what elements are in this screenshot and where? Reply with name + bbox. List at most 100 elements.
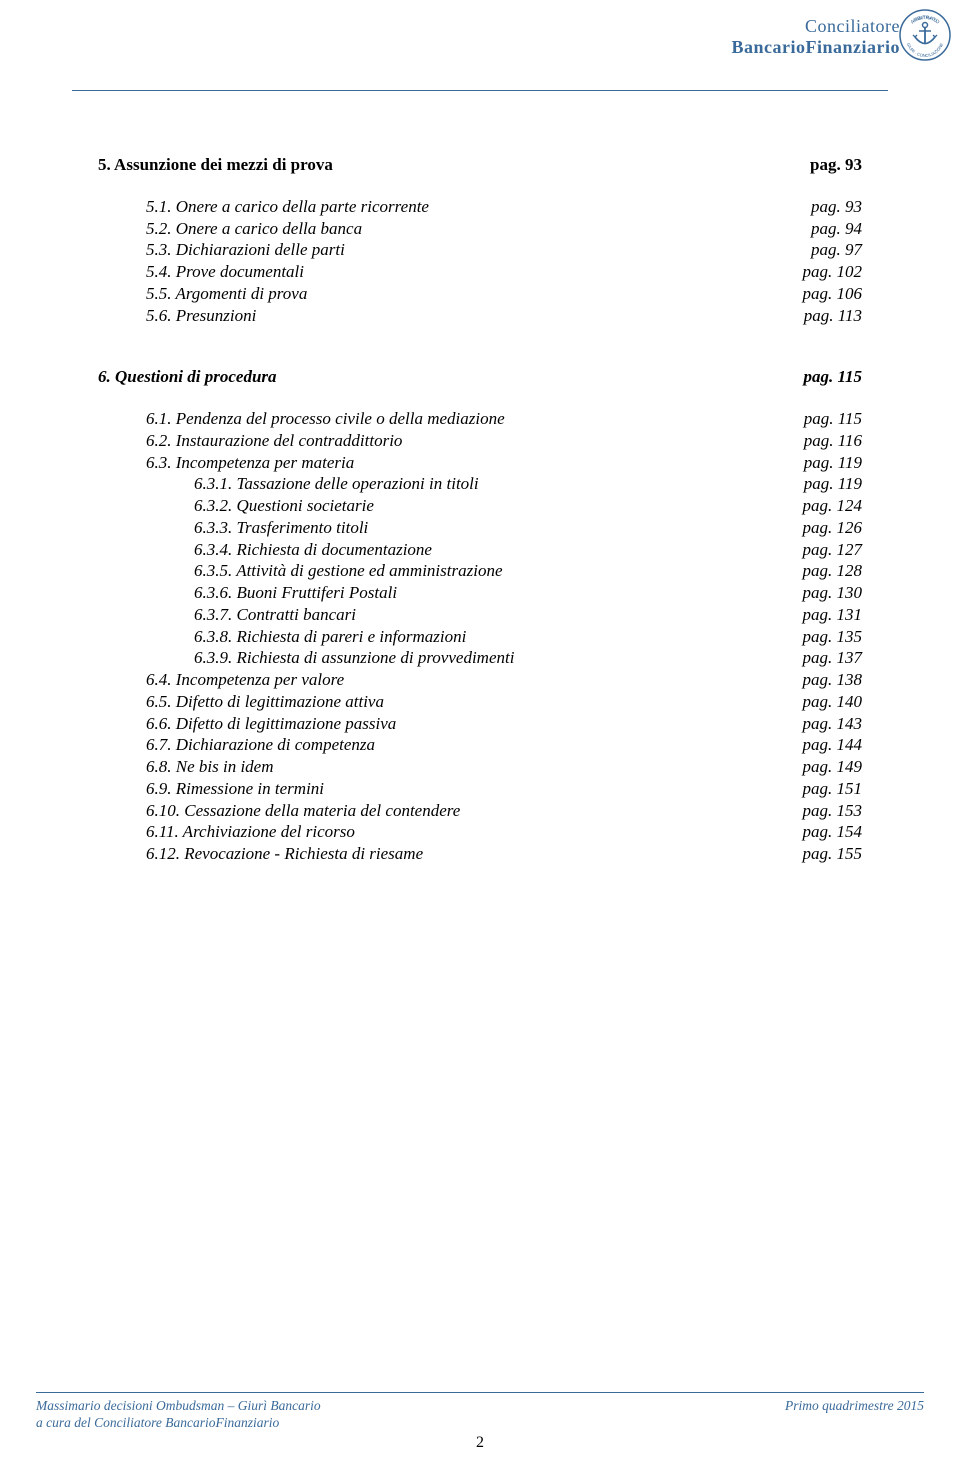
toc-subitem: 6.3.8. Richiesta di pareri e informazion… xyxy=(98,626,862,648)
toc-label: 6.3.7. Contratti bancari xyxy=(194,604,356,626)
toc-page: pag. 137 xyxy=(803,647,863,669)
toc-label: 5.6. Presunzioni xyxy=(146,305,256,327)
toc-item: 5.2. Onere a carico della banca pag. 94 xyxy=(98,218,862,240)
toc-item: 6.5. Difetto di legittimazione attiva pa… xyxy=(98,691,862,713)
toc-item: 6.12. Revocazione - Richiesta di riesame… xyxy=(98,843,862,865)
toc-label: 6. Questioni di procedura xyxy=(98,366,277,388)
page-footer: Massimario decisioni Ombudsman – Giurì B… xyxy=(36,1392,924,1452)
toc-page: pag. 119 xyxy=(804,452,862,474)
footer-right: Primo quadrimestre 2015 xyxy=(785,1397,924,1432)
toc-label: 5.5. Argomenti di prova xyxy=(146,283,307,305)
toc-label: 6.3.4. Richiesta di documentazione xyxy=(194,539,432,561)
toc-page: pag. 116 xyxy=(804,430,862,452)
toc-label: 6.6. Difetto di legittimazione passiva xyxy=(146,713,396,735)
footer-left: Massimario decisioni Ombudsman – Giurì B… xyxy=(36,1397,321,1432)
toc-page: pag. 143 xyxy=(803,713,863,735)
toc-subitem: 6.3.2. Questioni societarie pag. 124 xyxy=(98,495,862,517)
toc-label: 5.1. Onere a carico della parte ricorren… xyxy=(146,196,429,218)
toc-label: 5. Assunzione dei mezzi di prova xyxy=(98,154,333,176)
toc-page: pag. 155 xyxy=(803,843,863,865)
toc-page: pag. 102 xyxy=(803,261,863,283)
toc-label: 6.4. Incompetenza per valore xyxy=(146,669,344,691)
toc-label: 6.2. Instaurazione del contraddittorio xyxy=(146,430,402,452)
toc-page: pag. 115 xyxy=(803,366,862,388)
toc-page: pag. 153 xyxy=(803,800,863,822)
toc-item: 6.9. Rimessione in termini pag. 151 xyxy=(98,778,862,800)
toc-label: 6.3. Incompetenza per materia xyxy=(146,452,354,474)
toc-label: 5.3. Dichiarazioni delle parti xyxy=(146,239,345,261)
toc-item: 6.3. Incompetenza per materia pag. 119 xyxy=(98,452,862,474)
toc-page: pag. 106 xyxy=(803,283,863,305)
toc-label: 6.9. Rimessione in termini xyxy=(146,778,324,800)
toc-label: 6.8. Ne bis in idem xyxy=(146,756,274,778)
toc-page: pag. 115 xyxy=(804,408,862,430)
toc-page: pag. 113 xyxy=(804,305,862,327)
toc-item: 6.7. Dichiarazione di competenza pag. 14… xyxy=(98,734,862,756)
toc-page: pag. 127 xyxy=(803,539,863,561)
toc-section-6: 6. Questioni di procedura pag. 115 xyxy=(98,366,862,388)
page-number: 2 xyxy=(36,1434,924,1452)
toc-label: 5.2. Onere a carico della banca xyxy=(146,218,362,240)
header-divider xyxy=(72,90,888,91)
toc-page: pag. 144 xyxy=(803,734,863,756)
toc-page: pag. 93 xyxy=(811,196,862,218)
logo-line1: Conciliatore xyxy=(732,16,901,37)
toc-item: 6.2. Instaurazione del contraddittorio p… xyxy=(98,430,862,452)
toc-page: pag. 119 xyxy=(804,473,862,495)
toc-subitem: 6.3.7. Contratti bancari pag. 131 xyxy=(98,604,862,626)
toc-item: 6.8. Ne bis in idem pag. 149 xyxy=(98,756,862,778)
toc-item: 5.4. Prove documentali pag. 102 xyxy=(98,261,862,283)
toc-label: 6.3.5. Attività di gestione ed amministr… xyxy=(194,560,503,582)
logo-seal-icon: ARBITRATO ARBITRATO GIURÌ · CONCILIAZION… xyxy=(898,8,952,62)
toc-page: pag. 135 xyxy=(803,626,863,648)
toc-item: 5.3. Dichiarazioni delle parti pag. 97 xyxy=(98,239,862,261)
toc-label: 5.4. Prove documentali xyxy=(146,261,304,283)
toc-page: pag. 126 xyxy=(803,517,863,539)
toc-item: 6.10. Cessazione della materia del conte… xyxy=(98,800,862,822)
toc-page: pag. 130 xyxy=(803,582,863,604)
toc-page: pag. 149 xyxy=(803,756,863,778)
toc-label: 6.3.8. Richiesta di pareri e informazion… xyxy=(194,626,466,648)
toc-page: pag. 124 xyxy=(803,495,863,517)
toc-content: 5. Assunzione dei mezzi di prova pag. 93… xyxy=(98,154,862,865)
toc-subitem: 6.3.3. Trasferimento titoli pag. 126 xyxy=(98,517,862,539)
toc-item: 6.6. Difetto di legittimazione passiva p… xyxy=(98,713,862,735)
toc-section-5: 5. Assunzione dei mezzi di prova pag. 93 xyxy=(98,154,862,176)
toc-label: 6.3.1. Tassazione delle operazioni in ti… xyxy=(194,473,479,495)
toc-label: 6.10. Cessazione della materia del conte… xyxy=(146,800,460,822)
toc-page: pag. 154 xyxy=(803,821,863,843)
toc-page: pag. 128 xyxy=(803,560,863,582)
footer-left-line1: Massimario decisioni Ombudsman – Giurì B… xyxy=(36,1397,321,1415)
toc-item: 5.1. Onere a carico della parte ricorren… xyxy=(98,196,862,218)
toc-label: 6.12. Revocazione - Richiesta di riesame xyxy=(146,843,423,865)
toc-label: 6.1. Pendenza del processo civile o dell… xyxy=(146,408,505,430)
toc-label: 6.3.9. Richiesta di assunzione di provve… xyxy=(194,647,514,669)
toc-label: 6.5. Difetto di legittimazione attiva xyxy=(146,691,384,713)
toc-label: 6.3.6. Buoni Fruttiferi Postali xyxy=(194,582,397,604)
toc-page: pag. 93 xyxy=(810,154,862,176)
toc-label: 6.11. Archiviazione del ricorso xyxy=(146,821,355,843)
header-logo: Conciliatore BancarioFinanziario xyxy=(732,16,901,58)
toc-subitem: 6.3.1. Tassazione delle operazioni in ti… xyxy=(98,473,862,495)
toc-subitem: 6.3.9. Richiesta di assunzione di provve… xyxy=(98,647,862,669)
footer-divider xyxy=(36,1392,924,1393)
footer-left-line2: a cura del Conciliatore BancarioFinanzia… xyxy=(36,1414,321,1432)
logo-line2: BancarioFinanziario xyxy=(732,37,901,58)
toc-subitem: 6.3.5. Attività di gestione ed amministr… xyxy=(98,560,862,582)
toc-subitem: 6.3.4. Richiesta di documentazione pag. … xyxy=(98,539,862,561)
toc-item: 6.11. Archiviazione del ricorso pag. 154 xyxy=(98,821,862,843)
toc-subitem: 6.3.6. Buoni Fruttiferi Postali pag. 130 xyxy=(98,582,862,604)
toc-page: pag. 94 xyxy=(811,218,862,240)
toc-page: pag. 97 xyxy=(811,239,862,261)
toc-label: 6.7. Dichiarazione di competenza xyxy=(146,734,375,756)
toc-item: 6.4. Incompetenza per valore pag. 138 xyxy=(98,669,862,691)
toc-page: pag. 131 xyxy=(803,604,863,626)
toc-page: pag. 151 xyxy=(803,778,863,800)
toc-page: pag. 138 xyxy=(803,669,863,691)
toc-label: 6.3.3. Trasferimento titoli xyxy=(194,517,368,539)
toc-label: 6.3.2. Questioni societarie xyxy=(194,495,374,517)
toc-item: 5.5. Argomenti di prova pag. 106 xyxy=(98,283,862,305)
toc-page: pag. 140 xyxy=(803,691,863,713)
toc-item: 6.1. Pendenza del processo civile o dell… xyxy=(98,408,862,430)
toc-item: 5.6. Presunzioni pag. 113 xyxy=(98,305,862,327)
